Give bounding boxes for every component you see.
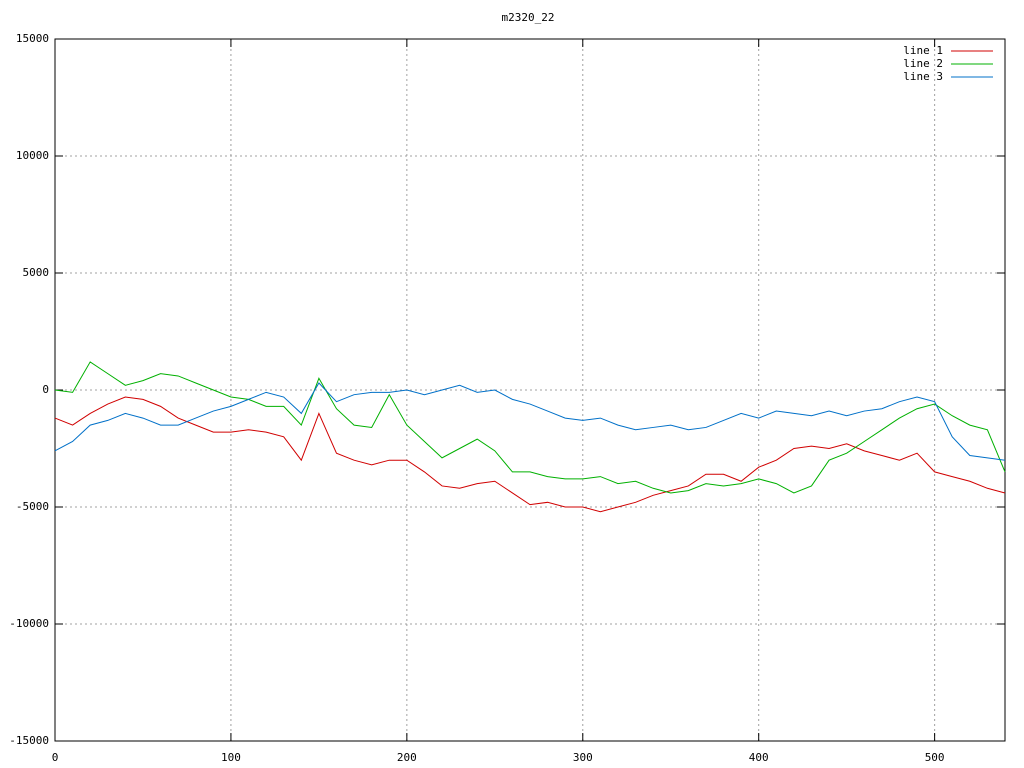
y-tick-label: 5000 bbox=[23, 266, 50, 279]
x-tick-label: 0 bbox=[52, 751, 59, 764]
data-line bbox=[54, 361, 1006, 494]
y-tick-label: 10000 bbox=[16, 149, 49, 162]
y-tick-label: -5000 bbox=[16, 500, 49, 513]
chart-title: m2320_22 bbox=[502, 11, 555, 24]
y-tick-label: 15000 bbox=[16, 32, 49, 45]
legend-label: line 2 bbox=[903, 57, 943, 70]
data-line bbox=[54, 396, 1006, 513]
x-tick-label: 200 bbox=[397, 751, 417, 764]
x-tick-label: 400 bbox=[749, 751, 769, 764]
x-tick-label: 100 bbox=[221, 751, 241, 764]
x-tick-label: 500 bbox=[925, 751, 945, 764]
y-tick-label: -10000 bbox=[9, 617, 49, 630]
x-tick-label: 300 bbox=[573, 751, 593, 764]
data-line bbox=[54, 382, 1006, 461]
y-tick-label: 0 bbox=[42, 383, 49, 396]
legend-label: line 1 bbox=[903, 44, 943, 57]
legend-label: line 3 bbox=[903, 70, 943, 83]
y-tick-label: -15000 bbox=[9, 734, 49, 747]
